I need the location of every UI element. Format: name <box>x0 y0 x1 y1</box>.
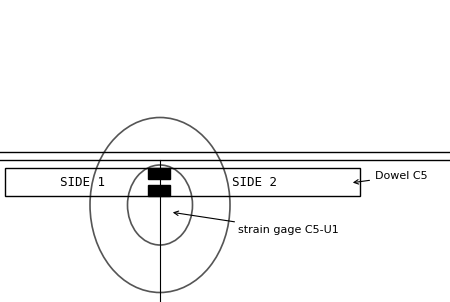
Bar <box>148 168 170 179</box>
Bar <box>5 168 360 196</box>
Text: SIDE 1: SIDE 1 <box>59 175 104 188</box>
Text: strain gage C5-U1: strain gage C5-U1 <box>174 211 339 235</box>
Text: SIDE 2: SIDE 2 <box>233 175 278 188</box>
Bar <box>148 185 170 196</box>
Text: Dowel C5: Dowel C5 <box>354 171 428 184</box>
